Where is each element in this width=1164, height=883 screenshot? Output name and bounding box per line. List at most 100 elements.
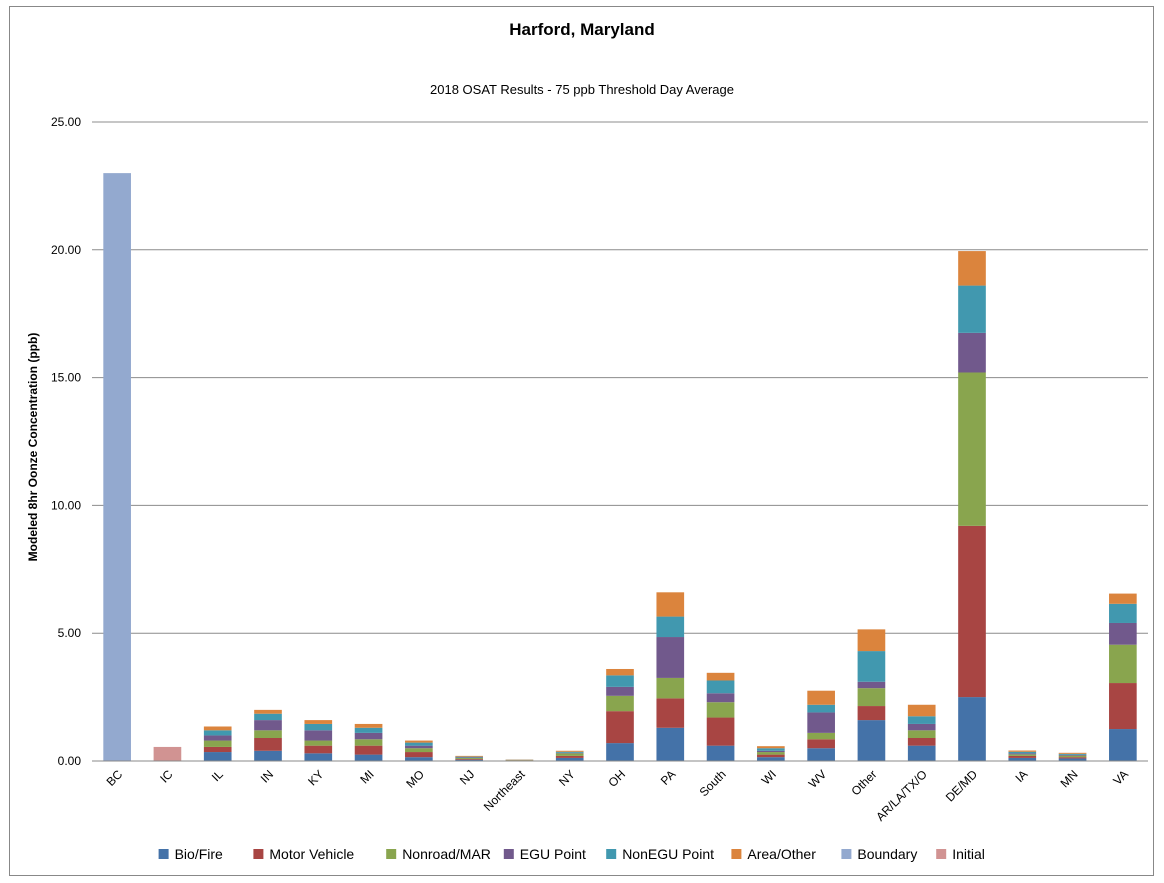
chart-title: Harford, Maryland — [509, 20, 654, 39]
legend-item: Motor Vehicle — [253, 846, 354, 862]
x-tick-label: IL — [209, 767, 226, 784]
bar-segment — [606, 711, 634, 744]
bar-segment — [807, 748, 835, 761]
bar-segment — [1058, 757, 1087, 759]
x-tick-label: WV — [806, 767, 830, 791]
bar-segment — [153, 746, 182, 761]
bar-segment — [254, 709, 282, 714]
bar-segment — [807, 732, 835, 740]
legend-label: Initial — [952, 846, 985, 862]
bar-segment — [555, 757, 584, 761]
bar-segment — [907, 737, 936, 746]
x-tick-label: MN — [1058, 767, 1081, 790]
bar-segment — [958, 285, 986, 333]
bar-segment — [455, 757, 483, 759]
bar-segment — [203, 726, 232, 731]
bar-segment — [1008, 753, 1037, 755]
bar-segment — [656, 727, 685, 761]
bar-segment — [455, 758, 483, 760]
bar-segment — [203, 735, 232, 741]
bar-segment — [1008, 751, 1037, 754]
bar-segment — [304, 745, 333, 754]
x-tick-label: MO — [403, 767, 427, 791]
bar-segment — [1008, 750, 1037, 752]
chart-subtitle: 2018 OSAT Results - 75 ppb Threshold Day… — [430, 82, 734, 97]
legend-label: Boundary — [857, 846, 917, 862]
bar-segment — [455, 759, 483, 761]
bar-segment — [555, 751, 584, 753]
bar-segment — [304, 730, 333, 741]
bar-segment — [203, 730, 232, 736]
legend-item: Nonroad/MAR — [386, 846, 491, 862]
bar-segment — [555, 750, 584, 752]
bar-segment — [254, 730, 282, 738]
bar-segment — [354, 727, 383, 733]
x-tick-label: MI — [357, 767, 376, 786]
bar-segment — [907, 704, 936, 717]
bar-segment — [254, 737, 282, 751]
bar-segment — [1008, 755, 1037, 758]
bar-segment — [907, 723, 936, 731]
bar-segment — [857, 681, 886, 689]
bar-segment — [304, 740, 333, 746]
bar-segment — [1109, 683, 1137, 730]
bar-segment — [857, 629, 886, 652]
y-tick-label: 5.00 — [58, 626, 82, 640]
legend-label: Motor Vehicle — [269, 846, 354, 862]
bar-segment — [958, 332, 986, 373]
bar-segment — [354, 723, 383, 728]
bar-segment — [706, 693, 735, 703]
legend-item: EGU Point — [503, 846, 586, 862]
y-axis-label: Modeled 8hr Oonze Concentration (ppb) — [26, 333, 40, 562]
bar-segment — [807, 739, 835, 749]
legend-label: Bio/Fire — [175, 846, 223, 862]
bar-segment — [706, 702, 735, 718]
legend-item: Bio/Fire — [158, 846, 223, 862]
bar-segment — [958, 525, 986, 698]
x-axis-ticks: BC IC IL IN KY MI MO NJ Northeast NY OH PA South WI WV… — [104, 767, 1131, 824]
bar-segment — [455, 757, 483, 758]
bar-segment — [656, 592, 685, 617]
chart-frame: Harford, Maryland 2018 OSAT Results - 75… — [9, 6, 1154, 876]
bar-segment — [606, 668, 634, 676]
legend-label: Nonroad/MAR — [402, 846, 491, 862]
x-tick-label: IC — [157, 767, 176, 786]
bar-segment — [1058, 755, 1087, 758]
legend-swatch — [158, 849, 169, 859]
bar-segment — [304, 720, 333, 724]
bar-segment — [706, 745, 735, 761]
bar-segment — [907, 716, 936, 724]
legend-swatch — [386, 849, 397, 859]
bar-segment — [405, 757, 433, 761]
legend-swatch — [841, 849, 852, 859]
bar-segment — [807, 704, 835, 713]
legend-item: Area/Other — [731, 846, 816, 862]
bar-segment — [405, 748, 433, 753]
bar-segment — [555, 752, 584, 754]
y-tick-label: 15.00 — [51, 371, 81, 385]
x-tick-label: BC — [104, 767, 126, 789]
bar-segment — [1058, 753, 1087, 755]
bar-segment — [354, 732, 383, 740]
bar-segment — [1109, 622, 1137, 645]
bar-segment — [354, 754, 383, 761]
bar-segment — [405, 752, 433, 758]
bar-segment — [1058, 752, 1087, 754]
legend-item: NonEGU Point — [606, 846, 714, 862]
bar-segment — [857, 706, 886, 721]
bar-segment — [656, 677, 685, 699]
x-tick-label: IN — [258, 767, 276, 785]
bar-segment — [907, 745, 936, 761]
bar-segment — [405, 742, 433, 746]
x-tick-label: AR/LA/TX/O — [873, 767, 930, 824]
x-tick-label: VA — [1110, 767, 1131, 788]
bars — [103, 173, 1137, 761]
x-tick-label: OH — [605, 767, 628, 790]
legend-label: NonEGU Point — [622, 846, 714, 862]
bar-segment — [807, 712, 835, 733]
x-tick-label: WI — [759, 767, 779, 787]
bar-segment — [606, 743, 634, 761]
bar-segment — [1008, 754, 1037, 756]
bar-segment — [1058, 758, 1087, 761]
legend-item: Initial — [936, 846, 985, 862]
